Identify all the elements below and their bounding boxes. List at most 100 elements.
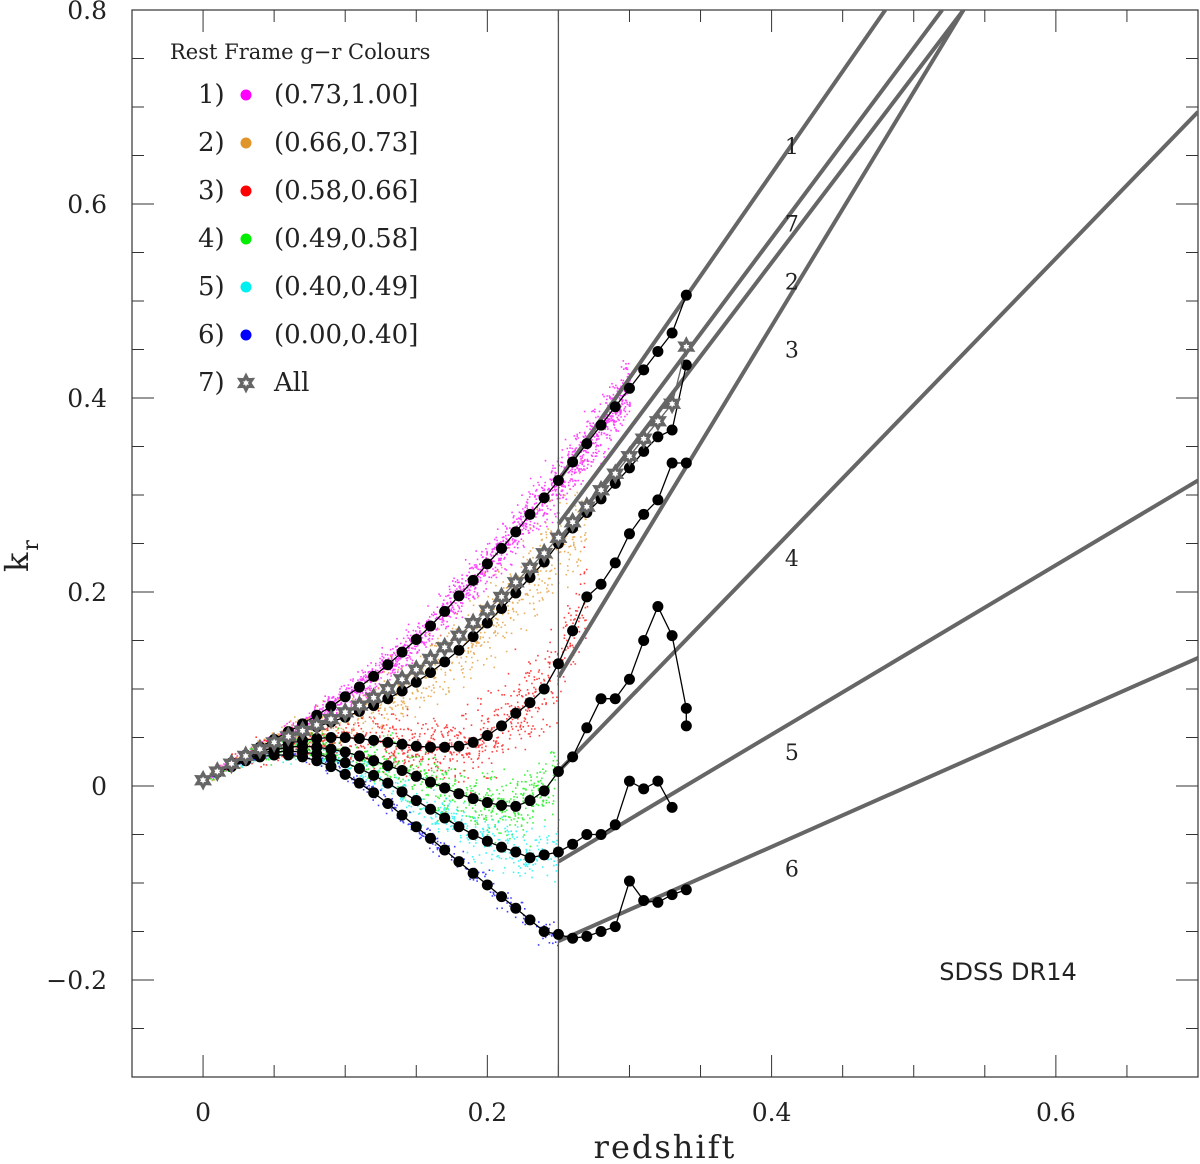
x-tick-label: 0.2 <box>467 1098 507 1127</box>
series-point-6 <box>595 926 607 937</box>
series-point-6 <box>680 884 692 896</box>
series-point-1 <box>353 681 365 693</box>
series-point-1 <box>368 670 380 682</box>
legend-entry-number: 6) <box>198 320 225 350</box>
fit-label-6: 6 <box>785 857 799 882</box>
legend-marker-dot-icon <box>240 233 252 245</box>
series-point-4 <box>481 796 493 808</box>
series-point-3 <box>396 738 408 750</box>
series-5 <box>197 745 678 864</box>
series-point-1 <box>652 345 664 357</box>
series-point-6 <box>538 926 550 937</box>
series-point-4 <box>510 800 522 812</box>
series-point-7 <box>421 648 440 670</box>
legend-marker-dot-icon <box>240 89 252 101</box>
y-axis-title: k <box>0 551 36 572</box>
series-point-1 <box>467 574 479 586</box>
fit-label-1: 1 <box>785 135 799 160</box>
series-point-1 <box>439 605 451 617</box>
y-tick-label: 0 <box>91 772 107 801</box>
series-point-2 <box>467 631 479 643</box>
series-point-6 <box>652 896 664 908</box>
series-point-6 <box>567 932 579 944</box>
series-point-7 <box>222 753 241 775</box>
series-point-1 <box>339 691 351 703</box>
fit-line-4 <box>556 110 1198 773</box>
legend-entry-number: 2) <box>198 128 225 158</box>
series-point-4 <box>325 743 337 755</box>
series-point-2 <box>680 359 692 371</box>
series-point-4 <box>552 765 564 777</box>
series-line-5 <box>202 750 673 859</box>
series-point-5 <box>538 849 550 861</box>
series-point-3 <box>666 457 678 469</box>
series-point-7 <box>506 571 525 593</box>
series-point-2 <box>652 431 664 443</box>
series-point-7 <box>520 557 539 579</box>
series-point-3 <box>368 734 380 746</box>
series-point-3 <box>453 740 465 752</box>
series-point-3 <box>623 528 635 540</box>
series-point-7 <box>265 732 284 753</box>
series-point-7 <box>208 761 227 783</box>
series-point-1 <box>496 542 508 554</box>
series-point-4 <box>353 750 365 762</box>
legend-entry: 3) (0.58,0.66] <box>198 176 418 206</box>
series-point-3 <box>609 557 621 569</box>
y-tick-label: 0.4 <box>67 384 107 413</box>
series-point-7 <box>478 599 497 621</box>
series-point-3 <box>652 494 664 506</box>
legend-marker-dot-icon <box>240 281 252 293</box>
series-point-3 <box>524 697 536 709</box>
series-point-4 <box>680 720 692 732</box>
legend-entry-range: (0.66,0.73] <box>274 128 418 158</box>
series-point-5 <box>481 835 493 847</box>
series-point-1 <box>410 634 422 646</box>
series-point-2 <box>396 685 408 697</box>
series-point-6 <box>439 844 451 856</box>
series-point-2 <box>496 602 508 614</box>
series-point-6 <box>638 894 650 906</box>
series-point-1 <box>382 659 394 671</box>
series-point-6 <box>581 930 593 942</box>
legend-entry: 2) (0.66,0.73] <box>198 128 418 158</box>
series-point-5 <box>666 801 678 813</box>
series-point-6 <box>410 821 422 833</box>
legend-entry-number: 3) <box>198 176 225 206</box>
series-point-6 <box>311 755 323 767</box>
series-point-2 <box>424 667 436 679</box>
y-tick-label: 0.8 <box>67 0 107 25</box>
series-point-6 <box>325 761 337 773</box>
series-point-6 <box>297 751 309 763</box>
legend-entry-range: (0.49,0.58] <box>274 224 418 254</box>
series-point-7 <box>662 393 682 415</box>
series-point-5 <box>609 819 621 831</box>
series-point-4 <box>538 785 550 797</box>
series-point-2 <box>623 462 635 474</box>
series-point-6 <box>339 768 351 780</box>
series-point-7 <box>535 542 554 564</box>
fit-label-7: 7 <box>785 212 799 237</box>
legend-entry: 1) (0.73,1.00] <box>198 80 418 110</box>
fit-label-2: 2 <box>785 271 799 296</box>
legend-marker-dot-icon <box>240 137 252 149</box>
series-point-1 <box>609 401 621 413</box>
series-point-6 <box>368 787 380 799</box>
series-point-3 <box>638 508 650 520</box>
series-point-2 <box>510 587 522 599</box>
series-point-5 <box>496 841 508 853</box>
series-point-3 <box>567 625 579 637</box>
series-point-1 <box>453 590 465 602</box>
series-point-7 <box>648 410 668 432</box>
series-point-7 <box>435 636 454 658</box>
series-point-5 <box>623 775 635 787</box>
series-point-7 <box>549 527 568 549</box>
series-point-5 <box>424 803 436 815</box>
series-point-6 <box>481 879 493 891</box>
scatter-cloud-1 <box>203 360 631 781</box>
legend-entry-range: (0.73,1.00] <box>274 80 418 110</box>
legend-entry-range: All <box>273 368 309 398</box>
series-point-2 <box>439 656 451 668</box>
fit-label-3: 3 <box>785 339 799 364</box>
